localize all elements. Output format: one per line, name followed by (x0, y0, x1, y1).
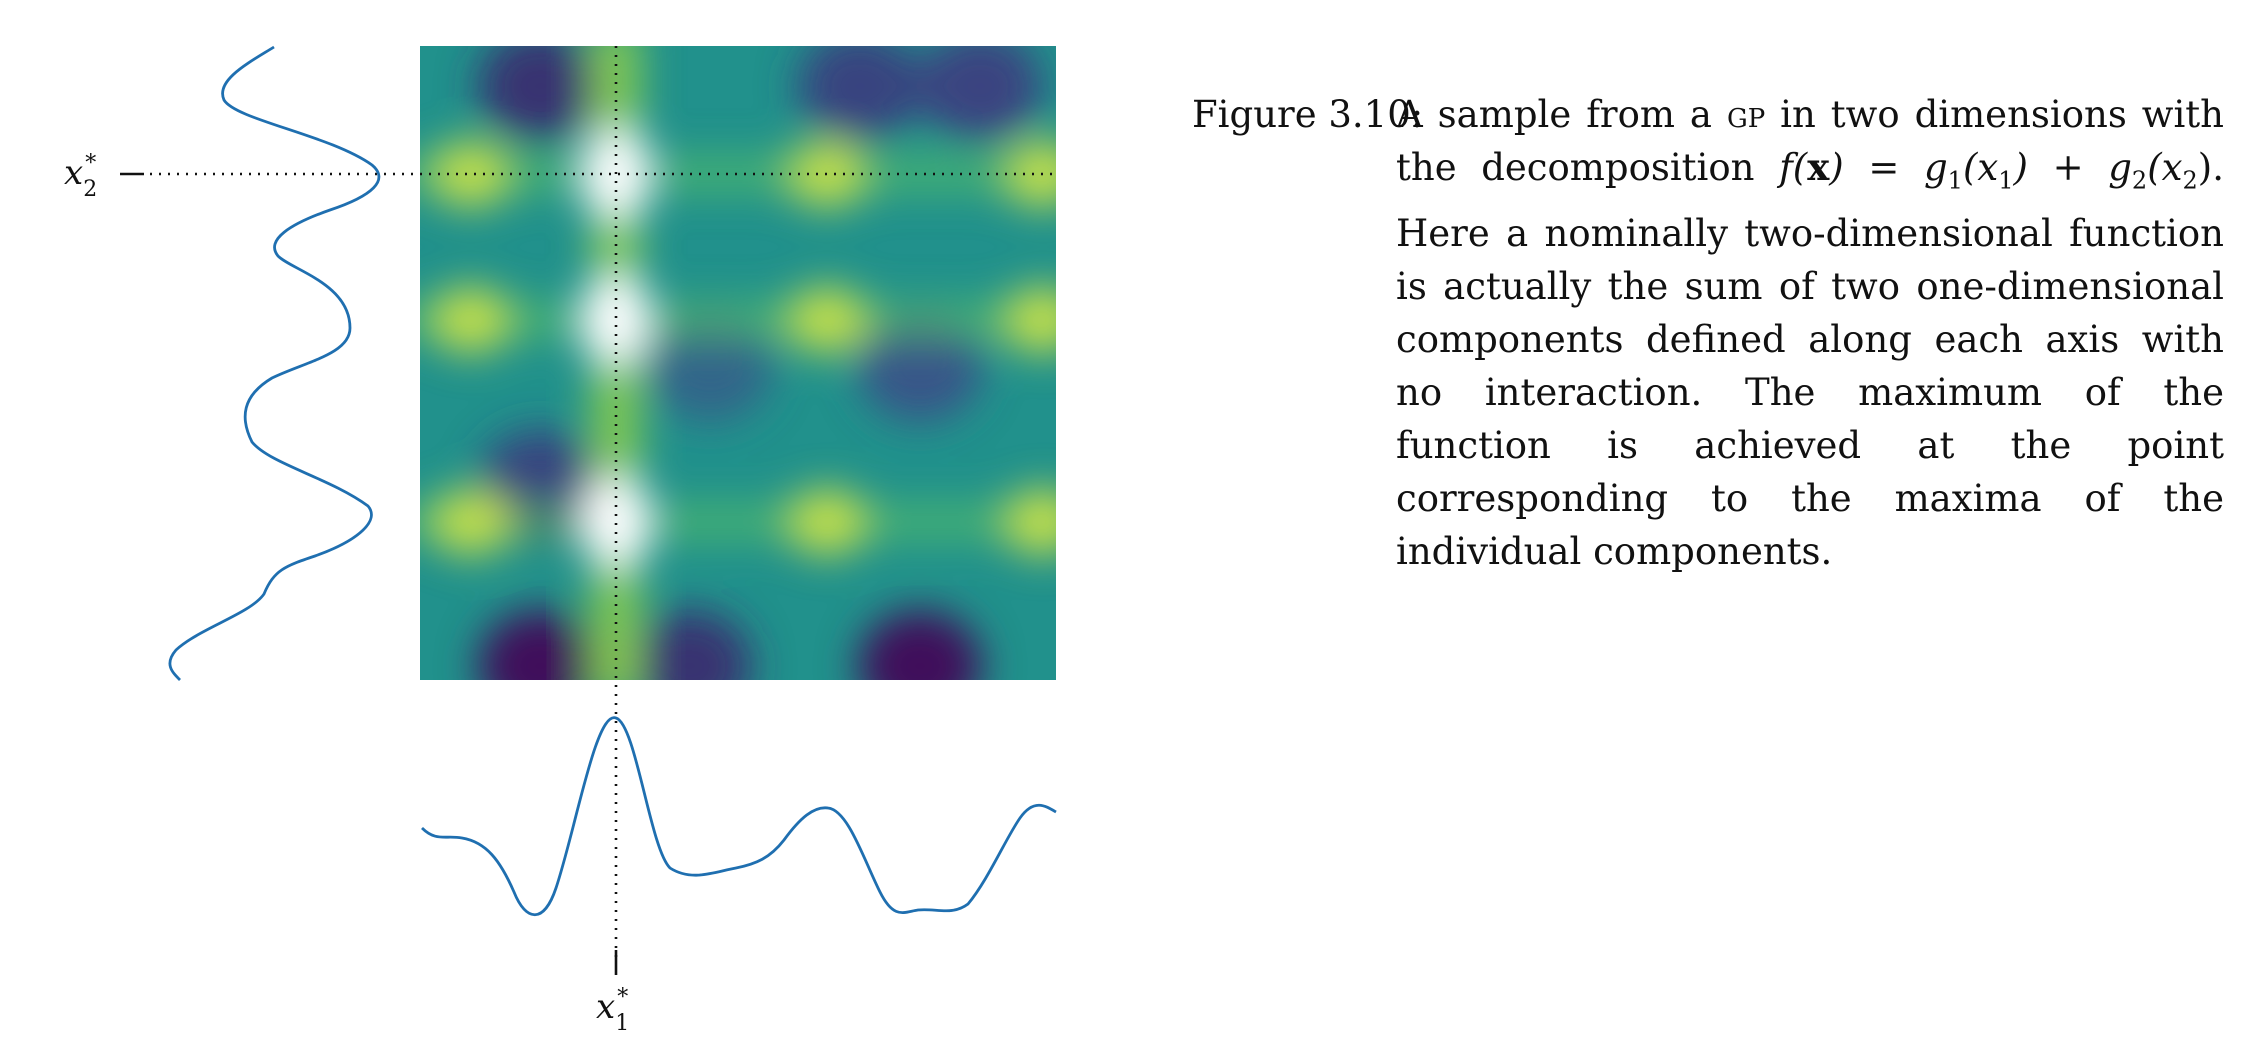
heatmap-low-region (858, 610, 982, 680)
caption-label: Figure 3.10: (1192, 93, 1424, 136)
x2-star-label: x2* (64, 151, 97, 202)
caption-body: A sample from a gp in two dimensions wit… (1396, 93, 2224, 574)
heatmap-bright-spot (787, 140, 868, 208)
heatmap-x2-band (420, 300, 1056, 340)
decomposition-formula: f(x) = g1(x1) + g2(x2 (1779, 145, 2198, 195)
g1-component-curve (421, 716, 1057, 917)
heatmap-bright-spot (1003, 286, 1056, 354)
heatmap-bright-spot (1003, 488, 1056, 556)
heatmap-low-region (478, 46, 602, 142)
heatmap-low-region (918, 46, 1042, 142)
heatmap-bright-spot (787, 488, 868, 556)
gp-sample-figure: x2* x1* (64, 45, 1057, 1036)
heatmap (420, 46, 1056, 680)
heatmap-low-region (478, 610, 602, 680)
heatmap-x2-band (420, 154, 1056, 194)
heatmap-low-region (628, 610, 752, 680)
heatmap-x2-band (420, 502, 1056, 542)
figure-caption: Figure 3.10: A sample from a gp in two d… (1192, 88, 2224, 578)
g2-component-curve (168, 45, 381, 681)
heatmap-bright-spot (430, 488, 511, 556)
gp-abbrev: gp (1726, 93, 1766, 136)
x1-star-label: x1* (596, 985, 629, 1036)
heatmap-bright-spot (1003, 140, 1056, 208)
heatmap-peak (582, 274, 650, 366)
heatmap-bright-spot (787, 286, 868, 354)
heatmap-peak (582, 476, 650, 568)
heatmap-low-region (798, 46, 922, 142)
heatmap-bright-spot (430, 140, 511, 208)
heatmap-bright-spot (430, 286, 511, 354)
